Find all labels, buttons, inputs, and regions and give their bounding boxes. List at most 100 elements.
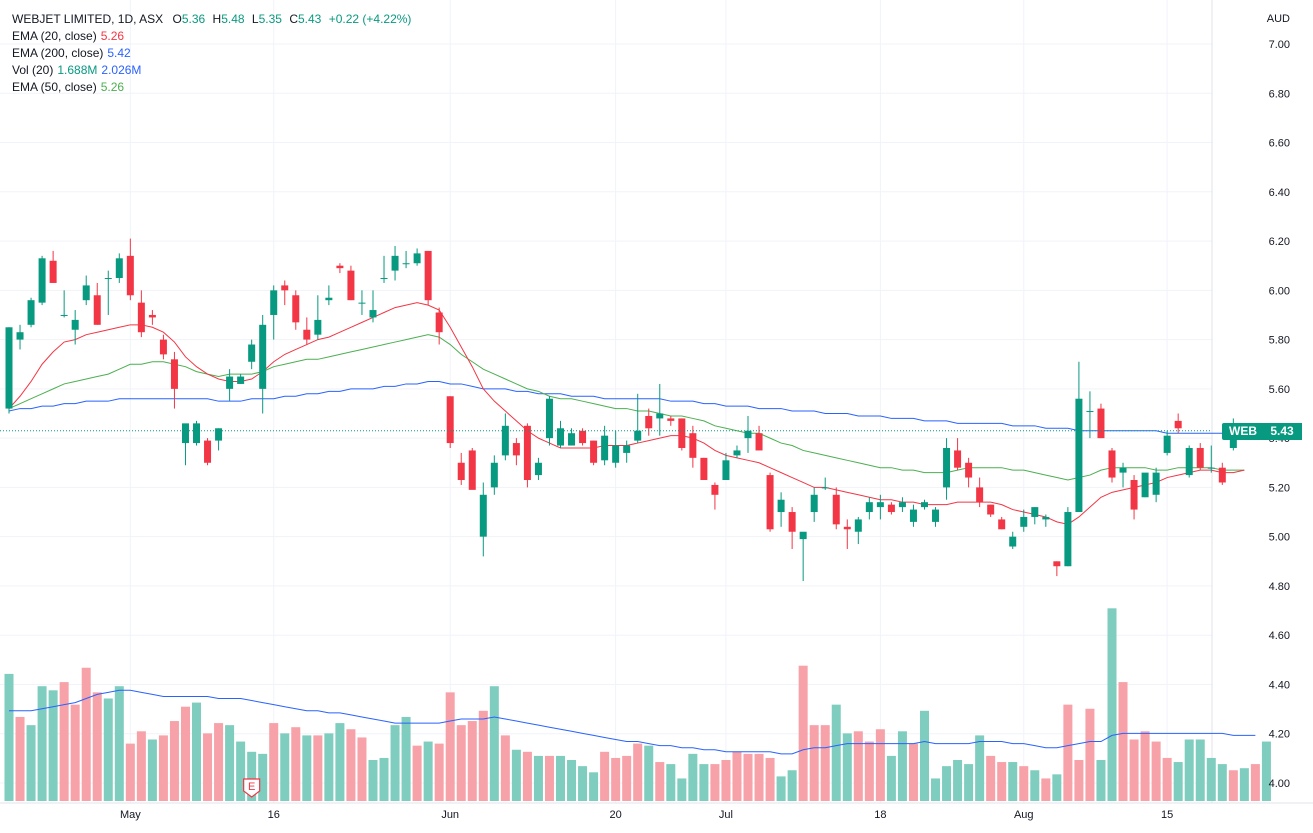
- candle-body: [1097, 408, 1105, 439]
- volume-ma-line: [9, 689, 1256, 755]
- candle-body: [314, 319, 322, 335]
- volume-bar: [578, 766, 588, 801]
- volume-bar: [1041, 778, 1051, 801]
- volume-bar: [1107, 608, 1117, 801]
- volume-bar: [765, 757, 775, 801]
- volume-bar: [324, 733, 334, 801]
- volume-bar: [754, 753, 764, 801]
- ohlc-low-label: L: [251, 12, 259, 26]
- candle-body: [755, 433, 763, 451]
- volume-bar: [1140, 731, 1150, 801]
- earnings-marker-label: E: [248, 781, 255, 793]
- candle-body: [733, 450, 741, 456]
- indicator-label: EMA (200, close): [12, 46, 104, 60]
- candle-body: [1031, 507, 1039, 517]
- price-tick-label: 4.00: [1269, 778, 1290, 790]
- candle-body: [689, 433, 697, 458]
- volume-bar: [886, 755, 896, 801]
- volume-ma-line: [9, 689, 1256, 755]
- candle-body: [215, 428, 223, 441]
- volume-bar: [666, 764, 676, 801]
- candle-body: [391, 255, 399, 271]
- candle-body: [148, 314, 156, 318]
- volume-bars: [4, 608, 1271, 801]
- volume-bar: [1261, 741, 1271, 801]
- candle-body: [932, 509, 940, 522]
- price-tick-label: 6.20: [1269, 236, 1290, 248]
- volume-bar: [710, 764, 720, 801]
- candle-body: [358, 302, 366, 304]
- candle-body: [744, 430, 752, 439]
- candle-body: [601, 435, 609, 461]
- volume-bar: [809, 725, 819, 801]
- earnings-marker[interactable]: E: [243, 778, 261, 798]
- volume-bar: [1008, 762, 1018, 801]
- price-tick-label: 4.60: [1269, 630, 1290, 642]
- candle-body: [181, 423, 189, 444]
- price-tick-label: 7.00: [1269, 39, 1290, 51]
- candle-body: [1218, 467, 1226, 483]
- candle-body: [722, 460, 730, 481]
- volume-bar: [280, 733, 290, 801]
- candle-body: [1207, 467, 1215, 469]
- currency-label: AUD: [1267, 13, 1290, 25]
- price-tick-label: 5.20: [1269, 482, 1290, 494]
- candle-body: [711, 484, 719, 495]
- volume-bar: [964, 764, 974, 801]
- candle-body: [424, 250, 432, 301]
- volume-bar: [258, 753, 268, 801]
- indicator-ema20[interactable]: EMA (20, close) 5.26: [12, 28, 411, 45]
- indicator-ema50[interactable]: EMA (50, close) 5.26: [12, 79, 411, 96]
- indicator-ema200[interactable]: EMA (200, close) 5.42: [12, 45, 411, 62]
- candle-body: [898, 502, 906, 508]
- volume-bar: [92, 692, 102, 801]
- volume-bar: [975, 735, 985, 801]
- volume-bar: [1217, 764, 1227, 801]
- price-tick-label: 6.60: [1269, 138, 1290, 150]
- candle-body: [987, 504, 995, 515]
- candle-body: [821, 487, 829, 489]
- volume-bar: [401, 716, 411, 801]
- volume-bar: [70, 704, 80, 801]
- volume-bar: [986, 755, 996, 801]
- volume-bar: [776, 776, 786, 801]
- volume-bar: [1085, 708, 1095, 801]
- volume-bar: [445, 692, 455, 801]
- candle-body: [281, 285, 289, 291]
- candle-body: [943, 447, 951, 488]
- volume-bar: [544, 755, 554, 801]
- volume-bar: [1228, 770, 1238, 801]
- candle-body: [16, 332, 24, 340]
- candle-body: [998, 519, 1006, 530]
- volume-bar: [1206, 757, 1216, 801]
- price-tag-symbol: WEB: [1222, 423, 1264, 440]
- volume-bar: [589, 772, 599, 801]
- price-tick-label: 5.80: [1269, 335, 1290, 347]
- volume-bar: [214, 723, 224, 801]
- volume-bar: [136, 731, 146, 801]
- candle-body: [579, 430, 587, 444]
- grid-lines: [0, 0, 1313, 804]
- candle-body: [1163, 435, 1171, 453]
- candle-body: [82, 285, 90, 301]
- candle-body: [634, 430, 642, 441]
- candle-body: [623, 445, 631, 453]
- volume-bar: [1030, 770, 1040, 801]
- candle-body: [270, 290, 278, 315]
- volume-bar: [48, 690, 58, 801]
- volume-bar: [192, 702, 202, 801]
- volume-bar: [611, 757, 621, 801]
- indicator-vol20[interactable]: Vol (20) 1.688M 2.026M: [12, 62, 411, 79]
- candle-body: [1196, 447, 1204, 468]
- symbol-title[interactable]: WEBJET LIMITED, 1D, ASX: [12, 12, 164, 26]
- candle-body: [38, 258, 46, 303]
- candle-body: [369, 310, 377, 318]
- candle-body: [457, 462, 465, 481]
- volume-bar: [798, 665, 808, 801]
- volume-bar: [522, 751, 532, 801]
- candle-body: [248, 344, 256, 362]
- volume-bar: [644, 745, 654, 801]
- candle-body: [115, 258, 123, 279]
- candle-body: [656, 413, 664, 419]
